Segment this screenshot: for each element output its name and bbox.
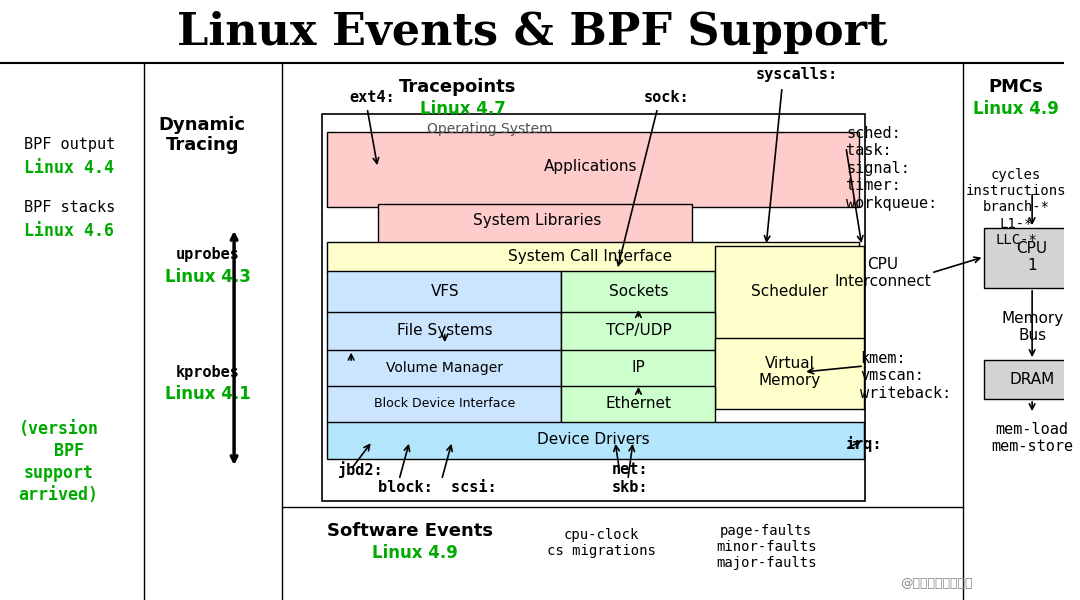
FancyBboxPatch shape [326, 312, 561, 351]
Text: VFS: VFS [431, 284, 459, 299]
Text: Software Events: Software Events [326, 522, 492, 540]
Text: BPF stacks: BPF stacks [24, 199, 114, 214]
Text: irq:: irq: [846, 436, 882, 452]
Text: skb:: skb: [612, 480, 648, 494]
Text: DRAM: DRAM [1010, 371, 1055, 387]
Text: Device Drivers: Device Drivers [538, 432, 650, 447]
Text: jbd2:: jbd2: [338, 461, 384, 478]
Text: Ethernet: Ethernet [606, 396, 672, 412]
Text: kmem:
vmscan:
writeback:: kmem: vmscan: writeback: [860, 351, 951, 401]
Text: Block Device Interface: Block Device Interface [374, 397, 515, 410]
Text: Memory
Bus: Memory Bus [1001, 311, 1063, 343]
Text: Scheduler: Scheduler [751, 283, 828, 298]
FancyBboxPatch shape [378, 204, 691, 243]
Text: cpu-clock
cs migrations: cpu-clock cs migrations [546, 528, 656, 558]
Text: Operating System: Operating System [427, 122, 552, 136]
FancyBboxPatch shape [984, 228, 1080, 288]
FancyBboxPatch shape [326, 271, 561, 313]
Text: Dynamic
Tracing: Dynamic Tracing [159, 116, 245, 154]
Text: CPU
1: CPU 1 [1016, 241, 1048, 273]
FancyBboxPatch shape [326, 350, 561, 387]
Text: CPU
Interconnect: CPU Interconnect [835, 257, 932, 289]
Text: Linux 4.7: Linux 4.7 [420, 100, 505, 118]
Text: uprobes: uprobes [176, 247, 240, 263]
Text: Linux 4.9: Linux 4.9 [973, 100, 1059, 118]
Text: IP: IP [632, 360, 646, 376]
FancyBboxPatch shape [326, 422, 864, 459]
Text: syscalls:: syscalls: [756, 67, 838, 82]
Text: PMCs: PMCs [988, 78, 1043, 96]
Text: mem-load
mem-store: mem-load mem-store [991, 422, 1074, 454]
Text: System Libraries: System Libraries [473, 213, 602, 228]
FancyBboxPatch shape [326, 386, 561, 423]
Text: support: support [24, 464, 94, 482]
FancyBboxPatch shape [715, 246, 864, 339]
FancyBboxPatch shape [561, 312, 715, 351]
Text: Volume Manager: Volume Manager [387, 361, 503, 375]
Text: System Call Interface: System Call Interface [509, 249, 673, 264]
Text: ext4:: ext4: [349, 89, 394, 104]
Text: TCP/UDP: TCP/UDP [606, 323, 672, 338]
Text: @稀土掘金技术社区: @稀土掘金技术社区 [900, 577, 973, 590]
Text: Linux 4.3: Linux 4.3 [164, 268, 251, 286]
FancyBboxPatch shape [561, 386, 715, 423]
Text: block:  scsi:: block: scsi: [378, 480, 497, 494]
Text: sched:
task:
signal:
timer:
workqueue:: sched: task: signal: timer: workqueue: [846, 126, 937, 211]
Text: Virtual
Memory: Virtual Memory [758, 356, 821, 388]
Text: Linux 4.6: Linux 4.6 [24, 222, 114, 240]
Text: sock:: sock: [644, 89, 689, 104]
Text: Linux Events & BPF Support: Linux Events & BPF Support [177, 11, 888, 55]
FancyBboxPatch shape [715, 338, 864, 409]
Text: Linux 4.9: Linux 4.9 [372, 544, 458, 562]
Text: File Systems: File Systems [397, 323, 492, 338]
Text: page-faults
minor-faults
major-faults: page-faults minor-faults major-faults [716, 524, 816, 571]
FancyBboxPatch shape [326, 242, 859, 273]
Text: Sockets: Sockets [609, 284, 669, 299]
Text: Linux 4.4: Linux 4.4 [24, 159, 114, 177]
FancyBboxPatch shape [323, 114, 865, 501]
Text: (version: (version [18, 420, 98, 438]
Text: net:: net: [612, 462, 648, 476]
FancyBboxPatch shape [561, 350, 715, 387]
Text: BPF: BPF [54, 442, 84, 460]
FancyBboxPatch shape [326, 132, 859, 207]
Text: BPF output: BPF output [24, 136, 114, 151]
Text: cycles
instructions
branch-*
L1-*
LLC-*: cycles instructions branch-* L1-* LLC-* [966, 168, 1066, 247]
Text: Linux 4.1: Linux 4.1 [164, 385, 251, 403]
FancyBboxPatch shape [561, 271, 715, 313]
Text: kprobes: kprobes [176, 364, 240, 379]
FancyBboxPatch shape [984, 360, 1080, 399]
Text: arrived): arrived) [18, 486, 98, 504]
Text: Applications: Applications [544, 159, 637, 174]
Text: Tracepoints: Tracepoints [399, 78, 516, 96]
